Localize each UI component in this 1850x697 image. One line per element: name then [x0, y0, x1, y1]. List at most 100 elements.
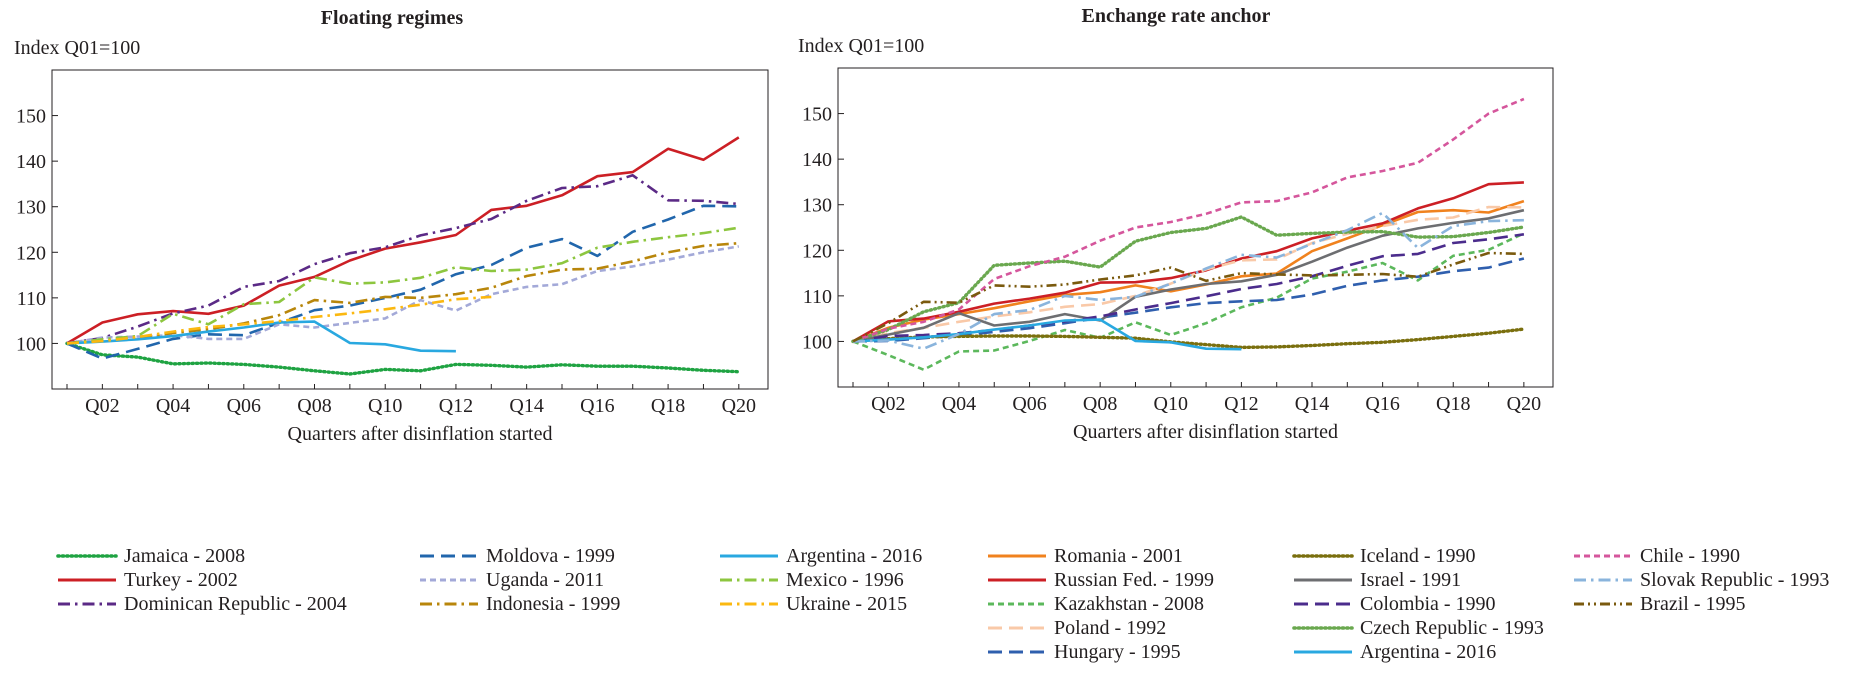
legend-swatch: [1292, 554, 1354, 558]
y-tick-label: 110: [17, 288, 46, 310]
y-tick-label: 140: [802, 149, 832, 171]
legend-item: Ukraine - 2015: [718, 592, 1018, 616]
x-tick-label: Q02: [871, 393, 905, 415]
x-tick-label: Q02: [85, 395, 119, 417]
x-tick-label: Q06: [1012, 393, 1046, 415]
legend-empty: [1572, 640, 1850, 664]
series-line-czech-republic-1993: [851, 215, 1526, 344]
legend-item: Indonesia - 1999: [418, 592, 718, 616]
legend-swatch: [988, 650, 1046, 654]
legend-swatch: [1574, 554, 1632, 558]
unit-label: Index Q01=100: [798, 35, 924, 57]
legend-item: Chile - 1990: [1572, 544, 1850, 568]
legend-label: Israel - 1991: [1360, 569, 1462, 591]
x-tick-label: Q04: [156, 395, 190, 417]
legend-swatch: [420, 602, 478, 606]
y-tick-label: 140: [16, 151, 46, 173]
legend-swatch: [58, 578, 116, 582]
legend-swatch: [1294, 650, 1352, 654]
legend-item: Poland - 1992: [986, 616, 1292, 640]
y-tick-label: 100: [16, 333, 46, 355]
legend-item: Slovak Republic - 1993: [1572, 568, 1850, 592]
x-tick-label: Q14: [509, 395, 543, 417]
legend-label: Jamaica - 2008: [124, 545, 246, 567]
legend-label: Iceland - 1990: [1360, 545, 1476, 567]
legend-item: Argentina - 2016: [718, 544, 1018, 568]
legend-label: Chile - 1990: [1640, 545, 1740, 567]
x-tick-label: Q14: [1295, 393, 1329, 415]
legend-item: Brazil - 1995: [1572, 592, 1850, 616]
legend-swatch: [720, 554, 778, 558]
chart-panel-1: Enchange rate anchor Index Q01=100 100 110 1…: [798, 5, 1554, 443]
y-tick-label: 130: [802, 195, 832, 217]
series-line-jamaica-2008: [65, 341, 741, 376]
legend-item: Uganda - 2011: [418, 568, 718, 592]
series-line-dominican-republic-2004: [66, 174, 739, 345]
x-tick-label: Q04: [942, 393, 976, 415]
x-tick-label: Q12: [1224, 393, 1258, 415]
x-tick-label: Q10: [1154, 393, 1188, 415]
chart-title: Enchange rate anchor: [1082, 5, 1271, 27]
legend-label: Argentina - 2016: [786, 545, 923, 567]
legend-swatch: [1574, 602, 1632, 606]
y-tick-label: 120: [16, 242, 46, 264]
x-tick-label: Q20: [1507, 393, 1541, 415]
legend-label: Colombia - 1990: [1360, 593, 1496, 615]
x-tick-label: Q18: [651, 395, 685, 417]
plot-frame: [837, 67, 1554, 388]
chart-title: Floating regimes: [321, 7, 464, 29]
x-tick-label: Q08: [1083, 393, 1117, 415]
legend-swatch: [420, 578, 478, 582]
legend-swatch: [988, 578, 1046, 582]
legend-item: Dominican Republic - 2004: [56, 592, 418, 616]
legend-swatch: [1292, 626, 1354, 630]
legend-swatch: [988, 554, 1046, 558]
series-line-iceland-1990: [851, 327, 1526, 350]
legend-swatch: [1294, 578, 1352, 582]
legend-label: Kazakhstan - 2008: [1054, 593, 1204, 615]
series-line-slovak-republic-1993: [852, 211, 1524, 350]
legend-item: Turkey - 2002: [56, 568, 418, 592]
legend-swatch: [56, 554, 118, 558]
legend-item: Mexico - 1996: [718, 568, 1018, 592]
legend-item: Jamaica - 2008: [56, 544, 418, 568]
series-line-israel-1991: [852, 208, 1525, 343]
x-tick-label: Q08: [297, 395, 331, 417]
legend-swatch: [720, 602, 778, 606]
legend-label: Russian Fed. - 1999: [1054, 569, 1214, 591]
legend-label: Czech Republic - 1993: [1360, 617, 1544, 639]
y-tick-label: 100: [802, 331, 832, 353]
legend-item: Kazakhstan - 2008: [986, 592, 1292, 616]
legend-empty: [1572, 616, 1850, 640]
legend-label: Moldova - 1999: [486, 545, 615, 567]
legend-swatch: [420, 554, 478, 558]
legend-item: Argentina - 2016: [1292, 640, 1572, 664]
y-tick-label: 130: [16, 197, 46, 219]
legend-label: Turkey - 2002: [124, 569, 238, 591]
legend-item: Czech Republic - 1993: [1292, 616, 1572, 640]
legend-item: Israel - 1991: [1292, 568, 1572, 592]
x-tick-label: Q10: [368, 395, 402, 417]
legend-item: Moldova - 1999: [418, 544, 718, 568]
x-axis-label: Quarters after disinflation started: [1073, 421, 1338, 443]
legend-label: Slovak Republic - 1993: [1640, 569, 1830, 591]
series-line-romania-2001: [852, 199, 1525, 343]
legend-swatch: [1574, 578, 1632, 582]
legend-swatch: [988, 602, 1046, 606]
series-line-brazil-1995: [852, 251, 1524, 343]
legend-swatch: [720, 578, 778, 582]
legend-item: Iceland - 1990: [1292, 544, 1572, 568]
x-tick-label: Q06: [227, 395, 261, 417]
chart-panel-0: Floating regimes Index Q01=100 100 110 120 13…: [14, 7, 769, 445]
series-line-mexico-1996: [66, 226, 739, 345]
legend-label: Brazil - 1995: [1640, 593, 1746, 615]
series-line-ukraine-2015: [66, 295, 492, 345]
legend-label: Romania - 2001: [1054, 545, 1183, 567]
plot-frame: [51, 69, 769, 390]
legend-swatch: [988, 626, 1046, 630]
series-line-chile-1990: [852, 97, 1525, 343]
x-tick-label: Q16: [580, 395, 614, 417]
y-tick-label: 110: [803, 286, 832, 308]
x-tick-label: Q16: [1365, 393, 1399, 415]
legend-label: Poland - 1992: [1054, 617, 1167, 639]
